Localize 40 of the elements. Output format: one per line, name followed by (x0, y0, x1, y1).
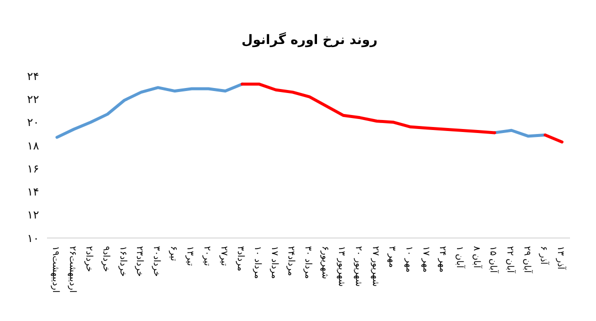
x-tick-label: ۳۰خرداد (151, 246, 161, 277)
x-tick-label: ۱۷ مهر (420, 246, 430, 273)
x-tick-label: ۶ آذر (538, 246, 550, 266)
x-tick-label: ۲۷ شهریور (370, 246, 380, 287)
x-tick-label: ۱۳تیر (184, 246, 195, 266)
x-tick-label: ۲خرداد (84, 246, 94, 272)
y-tick-label: ۱۲ (27, 208, 40, 222)
x-tick-label: ۱۵ آبان (488, 246, 500, 274)
x-tick-label: ۸ آبان (470, 246, 483, 269)
x-tick-label: ۲۲ آبان (504, 246, 516, 274)
x-tick-label: ۱ آبان (454, 246, 466, 269)
x-tick-label: ۲۹ آبان (521, 246, 534, 274)
x-tick-label: ۶تیر (168, 246, 178, 262)
y-tick-label: ۲۰ (27, 116, 39, 130)
y-tick-label: ۲۴ (27, 70, 40, 83)
x-tick-label: ۱۷ مرداد (268, 246, 279, 280)
x-tick-label: ۶شهریور (319, 246, 330, 279)
y-tick-label: ۱۴ (27, 186, 40, 199)
y-tick-label: ۱۰ (27, 232, 39, 245)
x-tick-label: ۹خرداد (100, 246, 110, 272)
x-tick-label: ۲۴مرداد (286, 246, 296, 276)
x-tick-label: ۳۰ مرداد (302, 246, 312, 280)
x-tick-label: ۱۰ مرداد (252, 246, 262, 280)
y-tick-label: ۱۶ (27, 162, 39, 176)
x-tick-label: ۱۳ شهریور (336, 246, 346, 287)
x-tick-label: ۳ مهر (386, 246, 397, 268)
x-tick-label: ۲۳خرداد (134, 246, 144, 277)
x-tick-label: ۲۷تیر (218, 246, 228, 266)
x-tick-label: ۲۴ مهر (437, 246, 448, 273)
x-tick-label: ۱۹اردیبهشت (50, 246, 60, 293)
x-tick-label: ۱۳ آذر (555, 246, 567, 270)
x-tick-label: ۲۰ شهریور (353, 246, 363, 287)
x-tick-label: ۱۰ مهر (404, 246, 414, 273)
x-tick-label: ۲۰تیر (202, 246, 212, 266)
x-tick-label: ۲۶اردیبهشت (66, 246, 77, 293)
y-tick-label: ۲۲ (27, 92, 40, 106)
y-tick-label: ۱۸ (27, 139, 40, 152)
chart-title: روند نرخ اوره گرانول (242, 32, 378, 48)
x-tick-label: ۱۶خرداد (117, 246, 128, 277)
x-tick-label: ۳مرداد (235, 246, 246, 272)
